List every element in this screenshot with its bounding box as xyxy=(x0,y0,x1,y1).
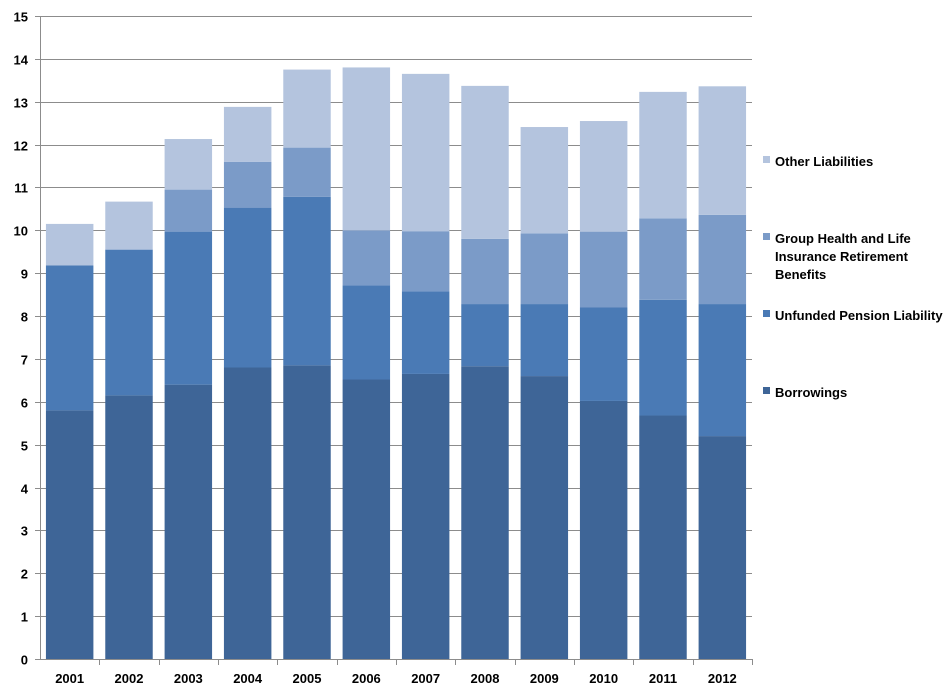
bar-2012-series-3 xyxy=(698,86,747,215)
bar-2003-series-3 xyxy=(164,139,213,190)
bar-2001-series-0 xyxy=(45,410,94,659)
bar-2004-series-3 xyxy=(223,106,272,162)
legend-label-1: Unfunded Pension Liability xyxy=(775,308,943,323)
bar-2011-series-0 xyxy=(639,415,687,659)
y-tick-label: 4 xyxy=(21,482,29,497)
bar-2011-series-3 xyxy=(639,91,687,219)
bar-2006-series-2 xyxy=(342,230,391,286)
y-tick-label: 14 xyxy=(14,53,29,68)
bar-2006-series-3 xyxy=(342,67,391,231)
y-tick-label: 8 xyxy=(21,310,28,325)
bar-2002-series-3 xyxy=(105,201,153,250)
legend: Other Liabilities Group Health and Life In… xyxy=(763,154,943,400)
bar-2009-series-1 xyxy=(520,304,569,377)
bar-2008-series-0 xyxy=(461,366,509,659)
grid-layer xyxy=(40,16,752,617)
legend-swatch-1 xyxy=(763,310,770,317)
bar-2003-series-1 xyxy=(164,231,213,385)
legend-label-2: Group Health and Life Insurance Retiremen… xyxy=(775,231,911,282)
y-tick-label: 0 xyxy=(21,653,28,668)
legend-swatch-3 xyxy=(763,156,770,163)
bar-2004-series-1 xyxy=(223,207,272,368)
bar-2007-series-0 xyxy=(401,373,450,659)
x-tick-label: 2010 xyxy=(589,671,618,686)
bar-2011-series-2 xyxy=(639,218,687,300)
bar-2010-series-1 xyxy=(579,307,628,401)
bar-2012-series-2 xyxy=(698,214,747,305)
x-tick-label: 2008 xyxy=(471,671,500,686)
y-tick-label: 11 xyxy=(14,181,28,196)
bar-2005-series-0 xyxy=(283,365,331,659)
bar-2004-series-2 xyxy=(223,161,272,208)
bar-2006-series-0 xyxy=(342,379,391,659)
bar-2003-series-2 xyxy=(164,189,213,232)
y-tick-label: 7 xyxy=(21,353,28,368)
bar-2007-series-2 xyxy=(401,231,450,292)
bar-2009-series-3 xyxy=(520,127,569,234)
bar-2001-series-1 xyxy=(45,265,94,411)
legend-swatch-0 xyxy=(763,387,770,394)
bar-2003-series-0 xyxy=(164,384,213,659)
bar-2009-series-2 xyxy=(520,233,569,305)
bar-2005-series-2 xyxy=(283,147,331,197)
bar-2008-series-3 xyxy=(461,85,509,239)
bar-2002-series-0 xyxy=(105,395,153,659)
x-tick-label: 2009 xyxy=(530,671,559,686)
legend-label-3: Other Liabilities xyxy=(775,154,873,169)
bar-2001-series-3 xyxy=(45,223,94,266)
y-tick-label: 3 xyxy=(21,524,28,539)
bar-2007-series-1 xyxy=(401,291,450,374)
y-tick-label: 12 xyxy=(14,139,28,154)
bar-2008-series-2 xyxy=(461,238,509,305)
y-tick-label: 6 xyxy=(21,396,28,411)
bar-2012-series-0 xyxy=(698,436,747,659)
bar-2010-series-0 xyxy=(579,400,628,659)
x-tick-label: 2011 xyxy=(649,671,677,686)
x-tick-label: 2012 xyxy=(708,671,737,686)
x-tick-label: 2004 xyxy=(233,671,263,686)
legend-swatch-2 xyxy=(763,233,770,240)
x-tick-label: 2003 xyxy=(174,671,203,686)
y-tick-label: 13 xyxy=(14,96,28,111)
bar-layer xyxy=(45,67,747,659)
bar-2005-series-3 xyxy=(283,69,331,148)
x-tick-label: 2007 xyxy=(411,671,440,686)
bar-2009-series-0 xyxy=(520,376,569,659)
bar-2002-series-1 xyxy=(105,249,153,396)
bar-2010-series-3 xyxy=(579,121,628,232)
legend-label-0: Borrowings xyxy=(775,385,847,400)
bar-2008-series-1 xyxy=(461,304,509,367)
y-tick-label: 10 xyxy=(14,224,28,239)
y-tick-label: 9 xyxy=(21,267,28,282)
bar-2011-series-1 xyxy=(639,299,687,416)
x-tick-label: 2006 xyxy=(352,671,381,686)
y-tick-label: 5 xyxy=(21,439,28,454)
bar-2007-series-3 xyxy=(401,73,450,232)
y-tick-label: 15 xyxy=(14,10,28,25)
x-tick-label: 2001 xyxy=(55,671,84,686)
bar-2012-series-1 xyxy=(698,304,747,437)
bar-2005-series-1 xyxy=(283,196,331,366)
bar-2004-series-0 xyxy=(223,367,272,659)
bar-2010-series-2 xyxy=(579,231,628,308)
x-tick-label: 2005 xyxy=(293,671,322,686)
bar-2006-series-1 xyxy=(342,285,391,380)
x-tick-label: 2002 xyxy=(115,671,144,686)
y-tick-label: 2 xyxy=(21,567,28,582)
y-tick-label: 1 xyxy=(21,610,28,625)
